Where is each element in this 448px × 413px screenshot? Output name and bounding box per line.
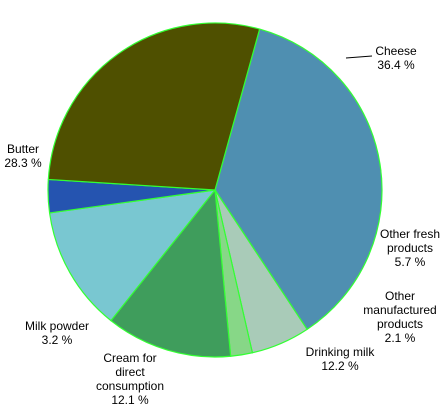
slice-name-label: Butter: [7, 142, 39, 156]
slice-name-label: Milk powder: [25, 319, 89, 333]
slice-value-label: 3.2 %: [42, 333, 73, 347]
slice-name-label: products: [387, 241, 433, 255]
slice-name-label: Drinking milk: [306, 345, 376, 359]
pie-slice-drinking-milk: [110, 189, 232, 358]
slice-label-other-manufactured-products: Other manufactured products 2.1 %: [363, 289, 436, 345]
leader-lines: [345, 55, 373, 59]
slice-label-milk-powder: Milk powder 3.2 %: [25, 319, 89, 347]
slice-name-label: Other: [385, 289, 415, 303]
slice-value-label: 5.7 %: [395, 255, 426, 269]
pie-slice-cheese: [214, 28, 383, 330]
slice-value-label: 28.3 %: [4, 156, 42, 170]
slice-name-label: Other fresh: [380, 227, 440, 241]
slice-value-label: 36.4 %: [377, 58, 415, 72]
slice-name-label: products: [377, 317, 423, 331]
slice-label-butter: Butter 28.3 %: [4, 142, 42, 170]
slice-value-label: 12.1 %: [111, 393, 149, 407]
slice-label-other-fresh-products: Other fresh products 5.7 %: [380, 227, 440, 269]
slice-label-drinking-milk: Drinking milk 12.2 %: [306, 345, 376, 373]
slice-name-label: Cream for: [103, 351, 156, 365]
pie-slice-butter: [47, 22, 261, 191]
slice-name-label: direct: [115, 365, 145, 379]
slice-label-cheese: Cheese 36.4 %: [375, 44, 417, 72]
pie-slices: [47, 22, 383, 358]
slice-name-label: consumption: [96, 379, 164, 393]
slice-label-cream-for-direct-consumption: Cream for direct consumption 12.1 %: [96, 351, 164, 407]
slice-name-label: manufactured: [363, 303, 436, 317]
slice-value-label: 12.2 %: [321, 359, 359, 373]
leader-line-cheese: [345, 55, 373, 59]
pie-slice-cream-for-direct-consumption: [48, 189, 216, 322]
slice-name-label: Cheese: [375, 44, 417, 58]
slice-labels: Cheese 36.4 %Other fresh products 5.7 %Othe…: [4, 44, 440, 407]
slice-value-label: 2.1 %: [385, 331, 416, 345]
